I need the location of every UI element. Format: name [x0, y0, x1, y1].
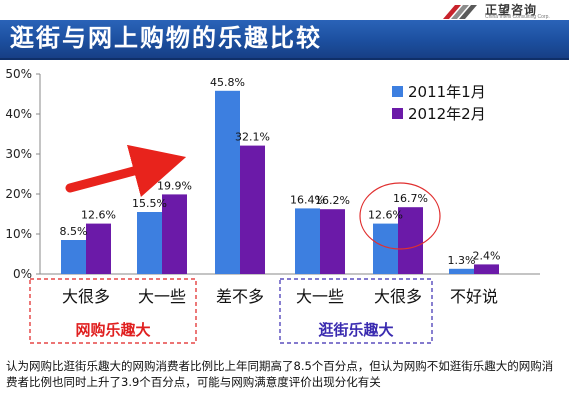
legend-label: 2011年1月 [408, 83, 486, 101]
y-tick-label: 50% [5, 67, 32, 81]
data-label: 8.5% [60, 225, 88, 238]
data-label: 12.6% [368, 209, 403, 222]
group-label: 逛街乐趣大 [318, 321, 393, 339]
logo-icon [443, 5, 477, 19]
bar [398, 207, 423, 274]
y-tick-label: 10% [5, 227, 32, 241]
category-label: 差不多 [216, 287, 264, 306]
data-label: 15.5% [132, 197, 167, 210]
title-bar [0, 20, 569, 60]
page-title: 逛街与网上购物的乐趣比较 [10, 24, 322, 52]
logo: 正望咨询 China Intelli Consulting Corp. [441, 1, 561, 23]
footnote: 认为网购比逛街乐趣大的网购消费者比例比上年同期高了8.5个百分点，但认为网购不如… [6, 359, 554, 389]
data-label: 16.2% [315, 194, 350, 207]
legend-swatch [392, 86, 403, 97]
category-label: 不好说 [450, 287, 498, 306]
bar-chart: 0% 10% 20% 30% 40% 50% 8.5% 12.6% 大很多 15.5% 19.9%… [5, 67, 540, 344]
group-box [279, 278, 433, 344]
legend-label: 2012年2月 [408, 105, 486, 123]
bar [86, 223, 111, 274]
data-label: 12.6% [81, 209, 116, 222]
group-box [29, 278, 197, 344]
group-label: 网购乐趣大 [75, 321, 150, 339]
data-label: 16.7% [393, 192, 428, 205]
y-tick-label: 30% [5, 147, 32, 161]
bar [295, 208, 320, 274]
data-label: 19.9% [157, 179, 192, 192]
bar [215, 90, 240, 274]
y-tick-label: 40% [5, 107, 32, 121]
bar [137, 212, 162, 274]
y-tick-label: 0% [13, 267, 32, 281]
data-label: 1.3% [448, 254, 476, 267]
logo-subtext: China Intelli Consulting Corp. [485, 14, 550, 20]
data-label: 2.4% [473, 249, 501, 262]
legend-swatch [392, 108, 403, 119]
bar [474, 264, 499, 274]
trend-arrow [65, 144, 187, 198]
data-label: 45.8% [210, 76, 245, 89]
category-label: 大一些 [138, 287, 186, 306]
category-label: 大一些 [296, 287, 344, 306]
highlight-circle [359, 182, 441, 250]
logo-text: 正望咨询 [485, 3, 538, 17]
bar [162, 194, 187, 274]
header: 逛街与网上购物的乐趣比较 正望咨询 China Intelli Consulti… [0, 0, 569, 60]
data-label: 16.4% [290, 193, 325, 206]
bar [320, 209, 345, 274]
bar [240, 145, 265, 274]
data-label: 32.1% [235, 131, 270, 144]
y-tick-label: 20% [5, 187, 32, 201]
bar [449, 268, 474, 274]
category-label: 大很多 [62, 287, 110, 306]
bar [61, 240, 86, 274]
category-label: 大很多 [374, 287, 422, 306]
